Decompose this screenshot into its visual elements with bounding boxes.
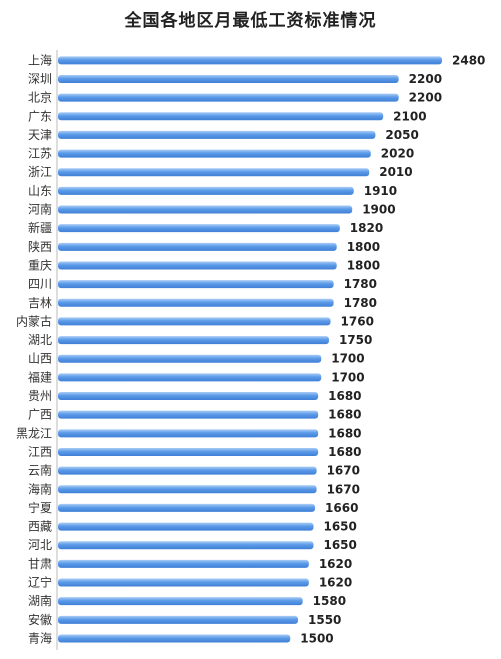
category-label: 湖北 <box>28 332 52 347</box>
value-label: 1800 <box>347 258 380 272</box>
category-label: 青海 <box>28 630 52 645</box>
bar <box>58 634 291 643</box>
value-label: 1580 <box>313 594 346 608</box>
bar <box>58 261 337 270</box>
value-label: 2020 <box>381 147 414 161</box>
value-label: 1820 <box>350 221 383 235</box>
category-label: 贵州 <box>28 389 52 403</box>
category-label: 辽宁 <box>28 575 52 590</box>
value-label: 1680 <box>328 426 361 440</box>
value-label: 1700 <box>331 352 364 366</box>
category-label: 云南 <box>28 463 52 478</box>
bar <box>58 392 319 401</box>
value-label: 1500 <box>300 631 333 645</box>
value-label: 1660 <box>325 501 358 515</box>
category-label: 河北 <box>28 538 52 552</box>
bar <box>58 298 334 307</box>
category-label: 北京 <box>28 91 52 105</box>
bar <box>58 541 314 550</box>
value-label: 1680 <box>328 445 361 459</box>
bar <box>58 74 399 83</box>
bar <box>58 336 329 345</box>
value-label: 1550 <box>308 613 341 627</box>
bar <box>58 317 331 326</box>
category-label: 新疆 <box>28 220 52 235</box>
bar <box>58 373 322 382</box>
bar <box>58 466 317 475</box>
value-label: 1620 <box>319 576 352 590</box>
category-label: 广东 <box>28 109 52 123</box>
value-label: 2010 <box>379 165 412 179</box>
bar <box>58 559 309 568</box>
value-label: 1670 <box>327 464 360 478</box>
value-label: 1750 <box>339 333 372 347</box>
value-label: 1680 <box>328 408 361 422</box>
category-label: 吉林 <box>28 296 52 310</box>
category-label: 甘肃 <box>28 557 52 571</box>
bar <box>58 242 337 251</box>
bar <box>58 205 353 214</box>
value-label: 1910 <box>364 184 397 198</box>
category-label: 黑龙江 <box>16 426 52 440</box>
category-label: 湖南 <box>28 593 52 608</box>
category-label: 深圳 <box>28 72 52 86</box>
bar <box>58 354 322 363</box>
category-label: 江西 <box>28 445 52 459</box>
category-label: 山西 <box>28 352 52 366</box>
category-label: 广西 <box>28 408 52 422</box>
bar <box>58 149 371 158</box>
category-label: 四川 <box>28 277 52 291</box>
value-label: 1670 <box>327 482 360 496</box>
bar <box>58 522 314 531</box>
bar <box>58 56 442 65</box>
bar <box>58 429 319 438</box>
category-label: 福建 <box>28 369 52 384</box>
category-label: 宁夏 <box>28 500 52 515</box>
value-label: 1650 <box>323 520 356 534</box>
bar <box>58 410 319 419</box>
bar <box>58 186 354 195</box>
bar <box>58 578 309 587</box>
value-label: 1780 <box>344 296 377 310</box>
category-label: 河南 <box>28 202 52 217</box>
value-label: 2200 <box>409 91 442 105</box>
value-label: 2200 <box>409 72 442 86</box>
bar <box>58 597 303 606</box>
value-label: 1700 <box>331 370 364 384</box>
chart-title: 全国各地区月最低工资标准情况 <box>124 11 377 31</box>
value-label: 1650 <box>323 538 356 552</box>
category-label: 天津 <box>28 128 52 142</box>
value-label: 1680 <box>328 389 361 403</box>
category-label: 海南 <box>28 481 52 496</box>
value-label: 2100 <box>393 109 426 123</box>
category-label: 陕西 <box>28 239 52 254</box>
value-label: 1780 <box>344 277 377 291</box>
value-label: 2050 <box>385 128 418 142</box>
bar <box>58 93 399 102</box>
bar <box>58 112 384 121</box>
category-label: 重庆 <box>28 258 52 272</box>
category-label: 山东 <box>28 184 52 198</box>
bar <box>58 447 319 456</box>
category-label: 安徽 <box>28 612 52 627</box>
category-label: 西藏 <box>28 520 52 534</box>
bar <box>58 130 376 139</box>
bar <box>58 615 298 624</box>
bar <box>58 224 340 233</box>
value-label: 1620 <box>319 557 352 571</box>
value-label: 1900 <box>362 203 395 217</box>
value-label: 2480 <box>452 53 485 67</box>
bar <box>58 280 334 289</box>
bar <box>58 168 370 177</box>
category-label: 浙江 <box>28 165 52 179</box>
value-label: 1760 <box>341 314 374 328</box>
category-label: 上海 <box>28 52 52 67</box>
value-label: 1800 <box>347 240 380 254</box>
bar <box>58 485 317 494</box>
category-label: 江苏 <box>28 147 52 161</box>
bar <box>58 503 316 512</box>
category-label: 内蒙古 <box>16 313 52 328</box>
